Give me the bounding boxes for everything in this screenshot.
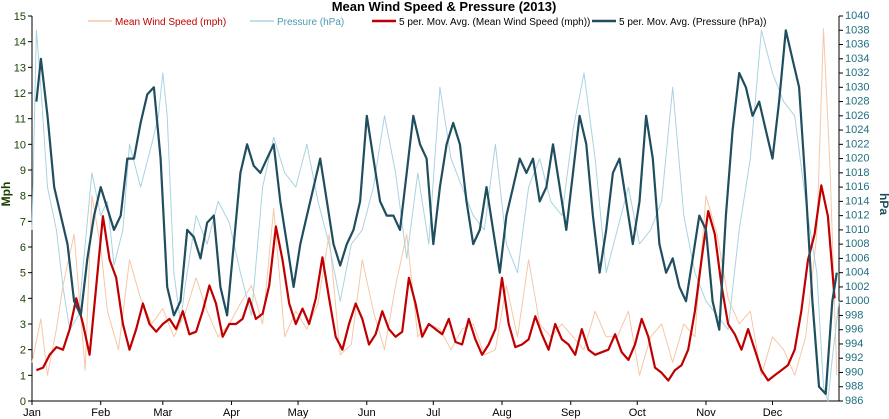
x-tick-label: Mar — [153, 407, 172, 419]
x-tick-label: Feb — [91, 407, 110, 419]
series-group — [31, 28, 840, 402]
y2-tick-label: 1030 — [845, 81, 869, 93]
y-tick-label: 11 — [15, 114, 26, 126]
y-tick-label: 3 — [20, 319, 26, 331]
chart-title: Mean Wind Speed & Pressure (2013) — [332, 0, 557, 14]
y2-tick-label: 1040 — [845, 10, 869, 22]
y2-tick-label: 1020 — [845, 153, 869, 165]
y2-tick-label: 1006 — [845, 252, 869, 264]
y2-tick-label: 1012 — [845, 210, 869, 222]
y-tick-label: 10 — [14, 139, 26, 151]
series-line-1 — [31, 28, 838, 376]
y2-tick-label: 994 — [845, 338, 863, 350]
y-tick-label: 6 — [20, 242, 26, 254]
y-tick-label: 1 — [20, 370, 26, 382]
y-axis-label: Mph — [0, 182, 13, 207]
x-tick-label: Jun — [358, 407, 376, 419]
y2-tick-label: 992 — [845, 352, 863, 364]
y2-axis-label: hPa — [877, 193, 889, 215]
y2-tick-label: 1032 — [845, 67, 869, 79]
y-tick-label: 15 — [14, 11, 26, 23]
x-tick-label: Jan — [23, 407, 41, 419]
y-tick-label: 14 — [14, 37, 26, 49]
x-tick-label: Nov — [696, 407, 716, 419]
y-tick-label: 0 — [20, 396, 26, 408]
y2-tick-label: 1010 — [845, 224, 869, 236]
y2-tick-label: 1028 — [845, 96, 869, 108]
y-tick-label: 9 — [20, 165, 26, 177]
y2-tick-label: 1018 — [845, 167, 869, 179]
axes: 0123456789101112131415986988990992994996… — [14, 10, 870, 419]
x-tick-label: Dec — [763, 407, 783, 419]
x-tick-label: Jul — [426, 407, 440, 419]
y2-tick-label: 990 — [845, 366, 863, 378]
series-line-3 — [36, 184, 836, 382]
legend-label-4: 5 per. Mov. Avg. (Pressure (hPa)) — [619, 17, 766, 28]
y-tick-label: 7 — [20, 216, 26, 228]
legend: Mean Wind Speed (mph) Pressure (hPa) 5 per… — [88, 17, 766, 28]
x-tick-label: Aug — [492, 407, 512, 419]
y2-tick-label: 1002 — [845, 281, 869, 293]
x-tick-label: Apr — [223, 407, 240, 419]
y2-tick-label: 1000 — [845, 295, 869, 307]
y2-tick-label: 1034 — [845, 53, 869, 65]
y2-tick-label: 1036 — [845, 39, 869, 51]
y2-tick-label: 1038 — [845, 24, 869, 36]
y2-tick-label: 998 — [845, 309, 863, 321]
y2-tick-label: 996 — [845, 324, 863, 336]
y-tick-label: 4 — [20, 293, 26, 305]
y2-tick-label: 1024 — [845, 124, 869, 136]
y-tick-label: 5 — [20, 268, 26, 280]
legend-label-3: 5 per. Mov. Avg. (Mean Wind Speed (mph)) — [399, 17, 590, 28]
y-tick-label: 2 — [20, 345, 26, 357]
y2-tick-label: 986 — [845, 395, 863, 407]
y2-tick-label: 1004 — [845, 267, 869, 279]
y2-tick-label: 988 — [845, 381, 863, 393]
legend-label-2: Pressure (hPa) — [277, 17, 344, 28]
x-tick-label: May — [288, 407, 309, 419]
y2-tick-label: 1026 — [845, 110, 869, 122]
x-tick-label: Oct — [629, 407, 646, 419]
x-tick-label: Sep — [561, 407, 581, 419]
y-tick-label: 8 — [20, 191, 26, 203]
y2-tick-label: 1016 — [845, 181, 869, 193]
series-line-4 — [35, 29, 838, 395]
legend-label-1: Mean Wind Speed (mph) — [115, 17, 226, 28]
y-tick-label: 12 — [14, 88, 26, 100]
y2-tick-label: 1022 — [845, 138, 869, 150]
y-tick-label: 13 — [14, 62, 26, 74]
y2-tick-label: 1014 — [845, 195, 869, 207]
y2-tick-label: 1008 — [845, 238, 869, 250]
